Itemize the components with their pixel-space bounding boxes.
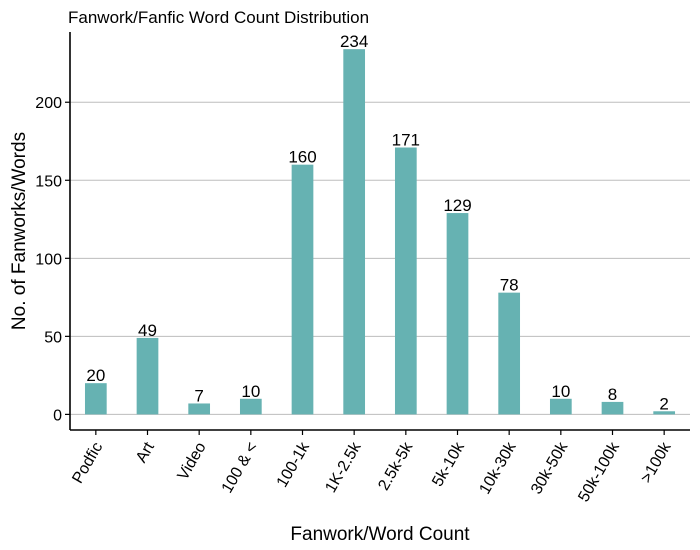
bars — [84, 49, 676, 415]
data-label: 20 — [86, 366, 105, 385]
y-tick-label: 150 — [35, 173, 62, 190]
x-axis-title: Fanwork/Word Count — [290, 524, 470, 545]
y-axis-ticks: 0 50 100 150 200 — [35, 95, 70, 424]
data-labels: 20 49 7 10 160 234 171 129 78 10 8 2 — [86, 32, 669, 413]
y-tick-label: 50 — [44, 329, 62, 346]
x-tick-label: 100-1k — [274, 439, 314, 491]
x-tick-label: 50k-100k — [575, 439, 623, 505]
x-tick-label: Art — [133, 439, 158, 466]
x-tick-label: Podfic — [69, 440, 106, 487]
bar — [188, 403, 211, 415]
y-tick-label: 200 — [35, 95, 62, 112]
grid-lines — [70, 101, 690, 415]
data-label: 49 — [138, 321, 157, 340]
data-label: 10 — [241, 382, 260, 401]
data-label: 2 — [659, 394, 668, 413]
x-tick-label: Video — [175, 439, 210, 483]
chart-title: Fanwork/Fanfic Word Count Distribution — [68, 8, 369, 27]
bar — [84, 383, 107, 415]
y-axis-title: No. of Fanworks/Words — [9, 132, 30, 330]
bar — [343, 49, 366, 415]
x-tick-label: 1K-2.5k — [322, 439, 365, 496]
bar — [394, 147, 417, 415]
bar — [136, 337, 159, 415]
x-tick-label: 30k-50k — [528, 439, 572, 498]
data-label: 10 — [551, 382, 570, 401]
bar — [601, 401, 624, 415]
bar — [291, 164, 314, 415]
x-axis-ticks: Podfic Art Video 100 & < 100-1k 1K-2.5k 2.5k-5… — [69, 430, 675, 505]
bar — [653, 411, 676, 415]
data-label: 7 — [194, 386, 203, 405]
data-label: 8 — [608, 385, 617, 404]
bar — [239, 398, 262, 415]
x-tick-label: 5k-10k — [429, 439, 468, 490]
bar — [498, 292, 521, 415]
bar — [549, 398, 572, 415]
y-tick-label: 100 — [35, 251, 62, 268]
data-label: 234 — [340, 32, 368, 51]
x-tick-label: >100k — [638, 439, 675, 487]
y-tick-label: 0 — [53, 407, 62, 424]
data-label: 129 — [443, 196, 471, 215]
data-label: 171 — [392, 130, 420, 149]
data-label: 160 — [288, 148, 316, 167]
x-tick-label: 100 & < — [219, 440, 262, 497]
data-label: 78 — [500, 276, 519, 295]
bar — [446, 213, 469, 415]
x-tick-label: 10k-30k — [476, 439, 520, 498]
x-tick-label: 2.5k-5k — [375, 439, 416, 494]
